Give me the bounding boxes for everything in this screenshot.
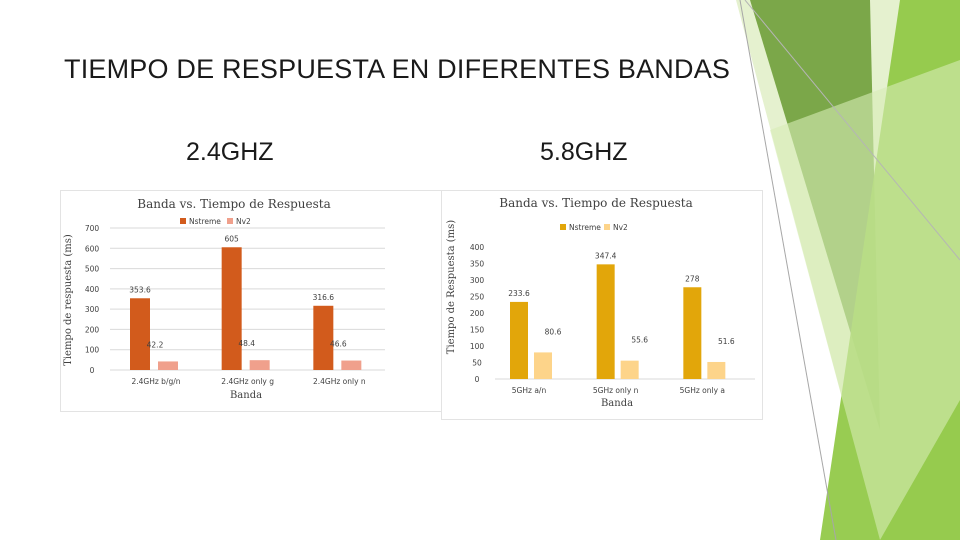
legend-label-nstreme: Nstreme [569, 223, 601, 232]
chart-24ghz-frame [60, 190, 457, 412]
chart-title: Banda vs. Tiempo de Respuesta [499, 196, 693, 210]
x-axis-title: Banda [230, 390, 262, 401]
bar-nstreme [130, 298, 150, 370]
bar-nv2 [341, 360, 362, 370]
y-tick-label: 700 [85, 224, 100, 233]
y-tick-label: 500 [85, 265, 100, 274]
y-tick-label: 50 [472, 359, 482, 368]
x-tick-label: 5GHz a/n [512, 386, 547, 395]
y-tick-label: 400 [470, 243, 485, 252]
y-tick-label: 150 [470, 326, 485, 335]
data-label: 55.6 [631, 336, 648, 345]
bar-nstreme [510, 301, 528, 379]
x-tick-label: 5GHz only n [593, 386, 639, 395]
data-label: 80.6 [545, 327, 562, 336]
legend-label-nv2: Nv2 [613, 223, 628, 232]
bar-nv2 [534, 352, 552, 379]
y-tick-label: 250 [470, 293, 485, 302]
y-tick-label: 300 [85, 305, 100, 314]
chart-58ghz-frame [441, 190, 763, 420]
bar-nv2 [620, 360, 639, 379]
y-tick-label: 0 [475, 375, 480, 384]
y-axis-title: Tiempo de Respuesta (ms) [446, 220, 457, 355]
y-tick-label: 100 [470, 342, 485, 351]
bar-nstreme [596, 264, 615, 379]
y-tick-label: 200 [470, 309, 485, 318]
bar-nv2 [158, 361, 178, 370]
data-label: 278 [685, 274, 700, 283]
legend-label-nstreme: Nstreme [189, 217, 221, 226]
data-label: 46.6 [330, 340, 347, 349]
bar-nstreme [683, 287, 702, 379]
deco-line-2 [744, 0, 960, 261]
x-tick-label: 5GHz only a [680, 386, 725, 395]
y-tick-label: 200 [85, 325, 100, 334]
y-tick-label: 400 [85, 285, 100, 294]
bar-nv2 [707, 361, 726, 379]
y-axis-title: Tiempo de respuesta (ms) [63, 234, 74, 366]
data-label: 347.4 [595, 251, 617, 260]
slide-title: TIEMPO DE RESPUESTA EN DIFERENTES BANDAS [64, 54, 731, 84]
deco-shape-light [770, 60, 960, 540]
legend-swatch-nv2 [227, 218, 233, 224]
legend-swatch-nstreme [560, 224, 566, 230]
chart-title: Banda vs. Tiempo de Respuesta [137, 197, 331, 211]
data-label: 51.6 [718, 337, 735, 346]
x-axis-title: Banda [601, 398, 633, 409]
bar-nstreme [313, 305, 334, 370]
x-tick-label: 2.4GHz only g [221, 377, 274, 386]
y-tick-label: 300 [470, 276, 485, 285]
data-label: 48.4 [238, 339, 255, 348]
legend-swatch-nstreme [180, 218, 186, 224]
band-heading-58ghz: 5.8GHZ [540, 138, 628, 166]
data-label: 353.6 [129, 285, 151, 294]
y-tick-label: 0 [90, 366, 95, 375]
y-tick-label: 100 [85, 346, 100, 355]
data-label: 605 [225, 234, 240, 243]
y-tick-label: 600 [85, 244, 100, 253]
deco-line-1 [739, 0, 837, 540]
x-tick-label: 2.4GHz b/g/n [131, 377, 180, 386]
y-tick-label: 350 [470, 260, 485, 269]
band-heading-24ghz: 2.4GHZ [186, 138, 274, 166]
data-label: 233.6 [508, 289, 530, 298]
bar-nv2 [249, 360, 270, 370]
legend-swatch-nv2 [604, 224, 610, 230]
data-label: 316.6 [313, 293, 335, 302]
bar-nstreme [221, 247, 242, 370]
legend-label-nv2: Nv2 [236, 217, 251, 226]
x-tick-label: 2.4GHz only n [313, 377, 366, 386]
data-label: 42.2 [147, 340, 164, 349]
